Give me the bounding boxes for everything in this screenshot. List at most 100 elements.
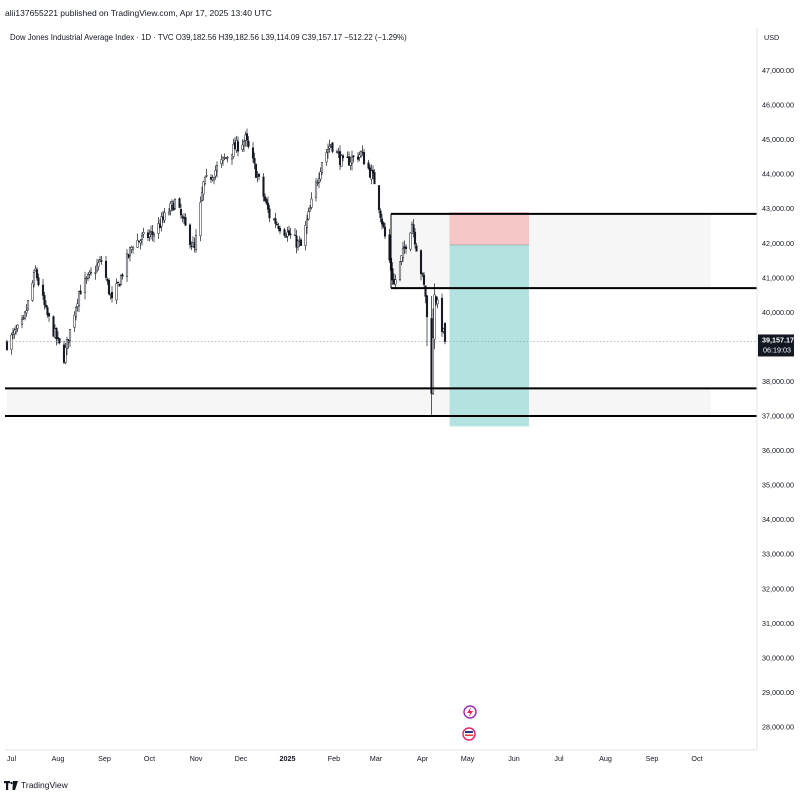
price-tick-label[interactable]: 32,000.00 <box>762 584 794 593</box>
candle <box>83 271 87 300</box>
price-tick-label[interactable]: 31,000.00 <box>762 619 794 628</box>
price-tick-label[interactable]: 37,000.00 <box>762 412 794 421</box>
flag-stripe-icon <box>465 731 473 733</box>
price-tick-label[interactable]: 29,000.00 <box>762 688 794 697</box>
candle <box>377 185 381 214</box>
time-tick-label[interactable]: Dec <box>235 754 248 763</box>
candle <box>16 324 19 332</box>
tradingview-logo-icon <box>4 780 18 790</box>
price-tick-label[interactable]: 44,000.00 <box>762 170 794 179</box>
candle <box>74 306 78 321</box>
candle <box>142 227 145 239</box>
price-tick-label[interactable]: 45,000.00 <box>762 135 794 144</box>
candle <box>401 241 405 263</box>
candle <box>88 269 91 279</box>
tradingview-logo[interactable]: TradingView <box>4 780 68 790</box>
candle <box>380 213 384 230</box>
candle <box>25 304 28 317</box>
candle <box>157 217 160 240</box>
candle <box>55 327 58 346</box>
price-tick-label[interactable]: 46,000.00 <box>762 101 794 110</box>
candle <box>179 203 183 220</box>
candle <box>308 205 312 212</box>
price-tick-label[interactable]: 43,000.00 <box>762 204 794 213</box>
candle <box>140 232 144 246</box>
candle <box>104 255 108 281</box>
time-tick-label[interactable]: 2025 <box>280 754 296 763</box>
candle <box>242 139 246 152</box>
price-tick-label[interactable]: 41,000.00 <box>762 273 794 282</box>
candle <box>119 274 123 286</box>
us-flag-icon[interactable] <box>462 727 476 741</box>
price-tick-label[interactable]: 35,000.00 <box>762 481 794 490</box>
candle <box>352 154 355 163</box>
candle <box>160 212 163 232</box>
time-tick-label[interactable]: Jul <box>554 754 564 763</box>
price-tick-label[interactable]: 38,000.00 <box>762 377 794 386</box>
price-tick-label[interactable]: 40,000.00 <box>762 308 794 317</box>
stop-loss-zone <box>449 212 529 245</box>
close-value: C39,157.17 <box>301 33 343 42</box>
time-tick-label[interactable]: Mar <box>370 754 383 763</box>
symbol-name: Dow Jones Industrial Average Index · 1D … <box>10 33 174 42</box>
candles-layer <box>5 128 447 415</box>
position-tool[interactable] <box>449 212 530 427</box>
candle <box>331 142 334 154</box>
candle <box>415 243 418 252</box>
price-tick-label[interactable]: 33,000.00 <box>762 550 794 559</box>
candle <box>151 224 154 242</box>
candle <box>14 324 18 336</box>
time-tick-label[interactable]: May <box>461 754 475 763</box>
candle <box>349 156 352 171</box>
price-tick-label[interactable]: 28,000.00 <box>762 722 794 731</box>
candle <box>265 197 268 205</box>
candle <box>274 212 277 229</box>
candle <box>37 273 40 287</box>
tradingview-brand: TradingView <box>21 780 68 790</box>
candle <box>94 265 97 280</box>
time-tick-label[interactable]: Jul <box>7 754 17 763</box>
candle <box>316 179 319 187</box>
candle <box>43 291 46 310</box>
high-value: H39,182.56 <box>218 33 259 42</box>
time-tick-label[interactable]: Aug <box>52 754 65 763</box>
price-tick-label[interactable]: 36,000.00 <box>762 446 794 455</box>
time-tick-label[interactable]: Oct <box>144 754 155 763</box>
candle <box>184 213 187 227</box>
time-tick-label[interactable]: Apr <box>417 754 429 763</box>
price-tick-label[interactable]: 47,000.00 <box>762 66 794 75</box>
candle <box>293 228 297 237</box>
candle <box>67 339 70 349</box>
price-tick-label[interactable]: 34,000.00 <box>762 515 794 524</box>
candle <box>421 272 424 278</box>
candle <box>127 253 130 259</box>
time-tick-label[interactable]: Sep <box>98 754 111 763</box>
candle <box>305 214 309 234</box>
candle <box>283 227 286 238</box>
candle <box>436 296 439 309</box>
time-tick-label[interactable]: Feb <box>328 754 340 763</box>
time-tick-label[interactable]: Jun <box>508 754 520 763</box>
candle <box>52 315 55 337</box>
open-value: O39,182.56 <box>175 33 217 42</box>
candle <box>287 225 291 236</box>
candle <box>115 278 118 305</box>
time-tick-label[interactable]: Nov <box>190 754 203 763</box>
price-tick-label[interactable]: 42,000.00 <box>762 239 794 248</box>
price-tick-label[interactable]: 30,000.00 <box>762 653 794 662</box>
candle <box>304 221 307 251</box>
time-tick-label[interactable]: Sep <box>646 754 659 763</box>
candle <box>350 150 354 171</box>
time-axis[interactable]: Jul Aug Sep Oct Nov Dec 2025 Feb Mar Apr May Jun Jul… <box>5 749 757 763</box>
candle <box>314 178 318 202</box>
candle <box>347 151 351 166</box>
currency-label[interactable]: USD <box>764 33 779 42</box>
candle <box>205 168 208 178</box>
candle <box>379 208 382 223</box>
time-tick-label[interactable]: Oct <box>691 754 702 763</box>
candle <box>419 249 423 281</box>
time-tick-label[interactable]: Aug <box>599 754 612 763</box>
price-axis[interactable]: USD 47,000.00 46,000.00 45,000.00 44,000.00… <box>756 28 794 750</box>
flag-stripe-icon <box>465 734 473 736</box>
